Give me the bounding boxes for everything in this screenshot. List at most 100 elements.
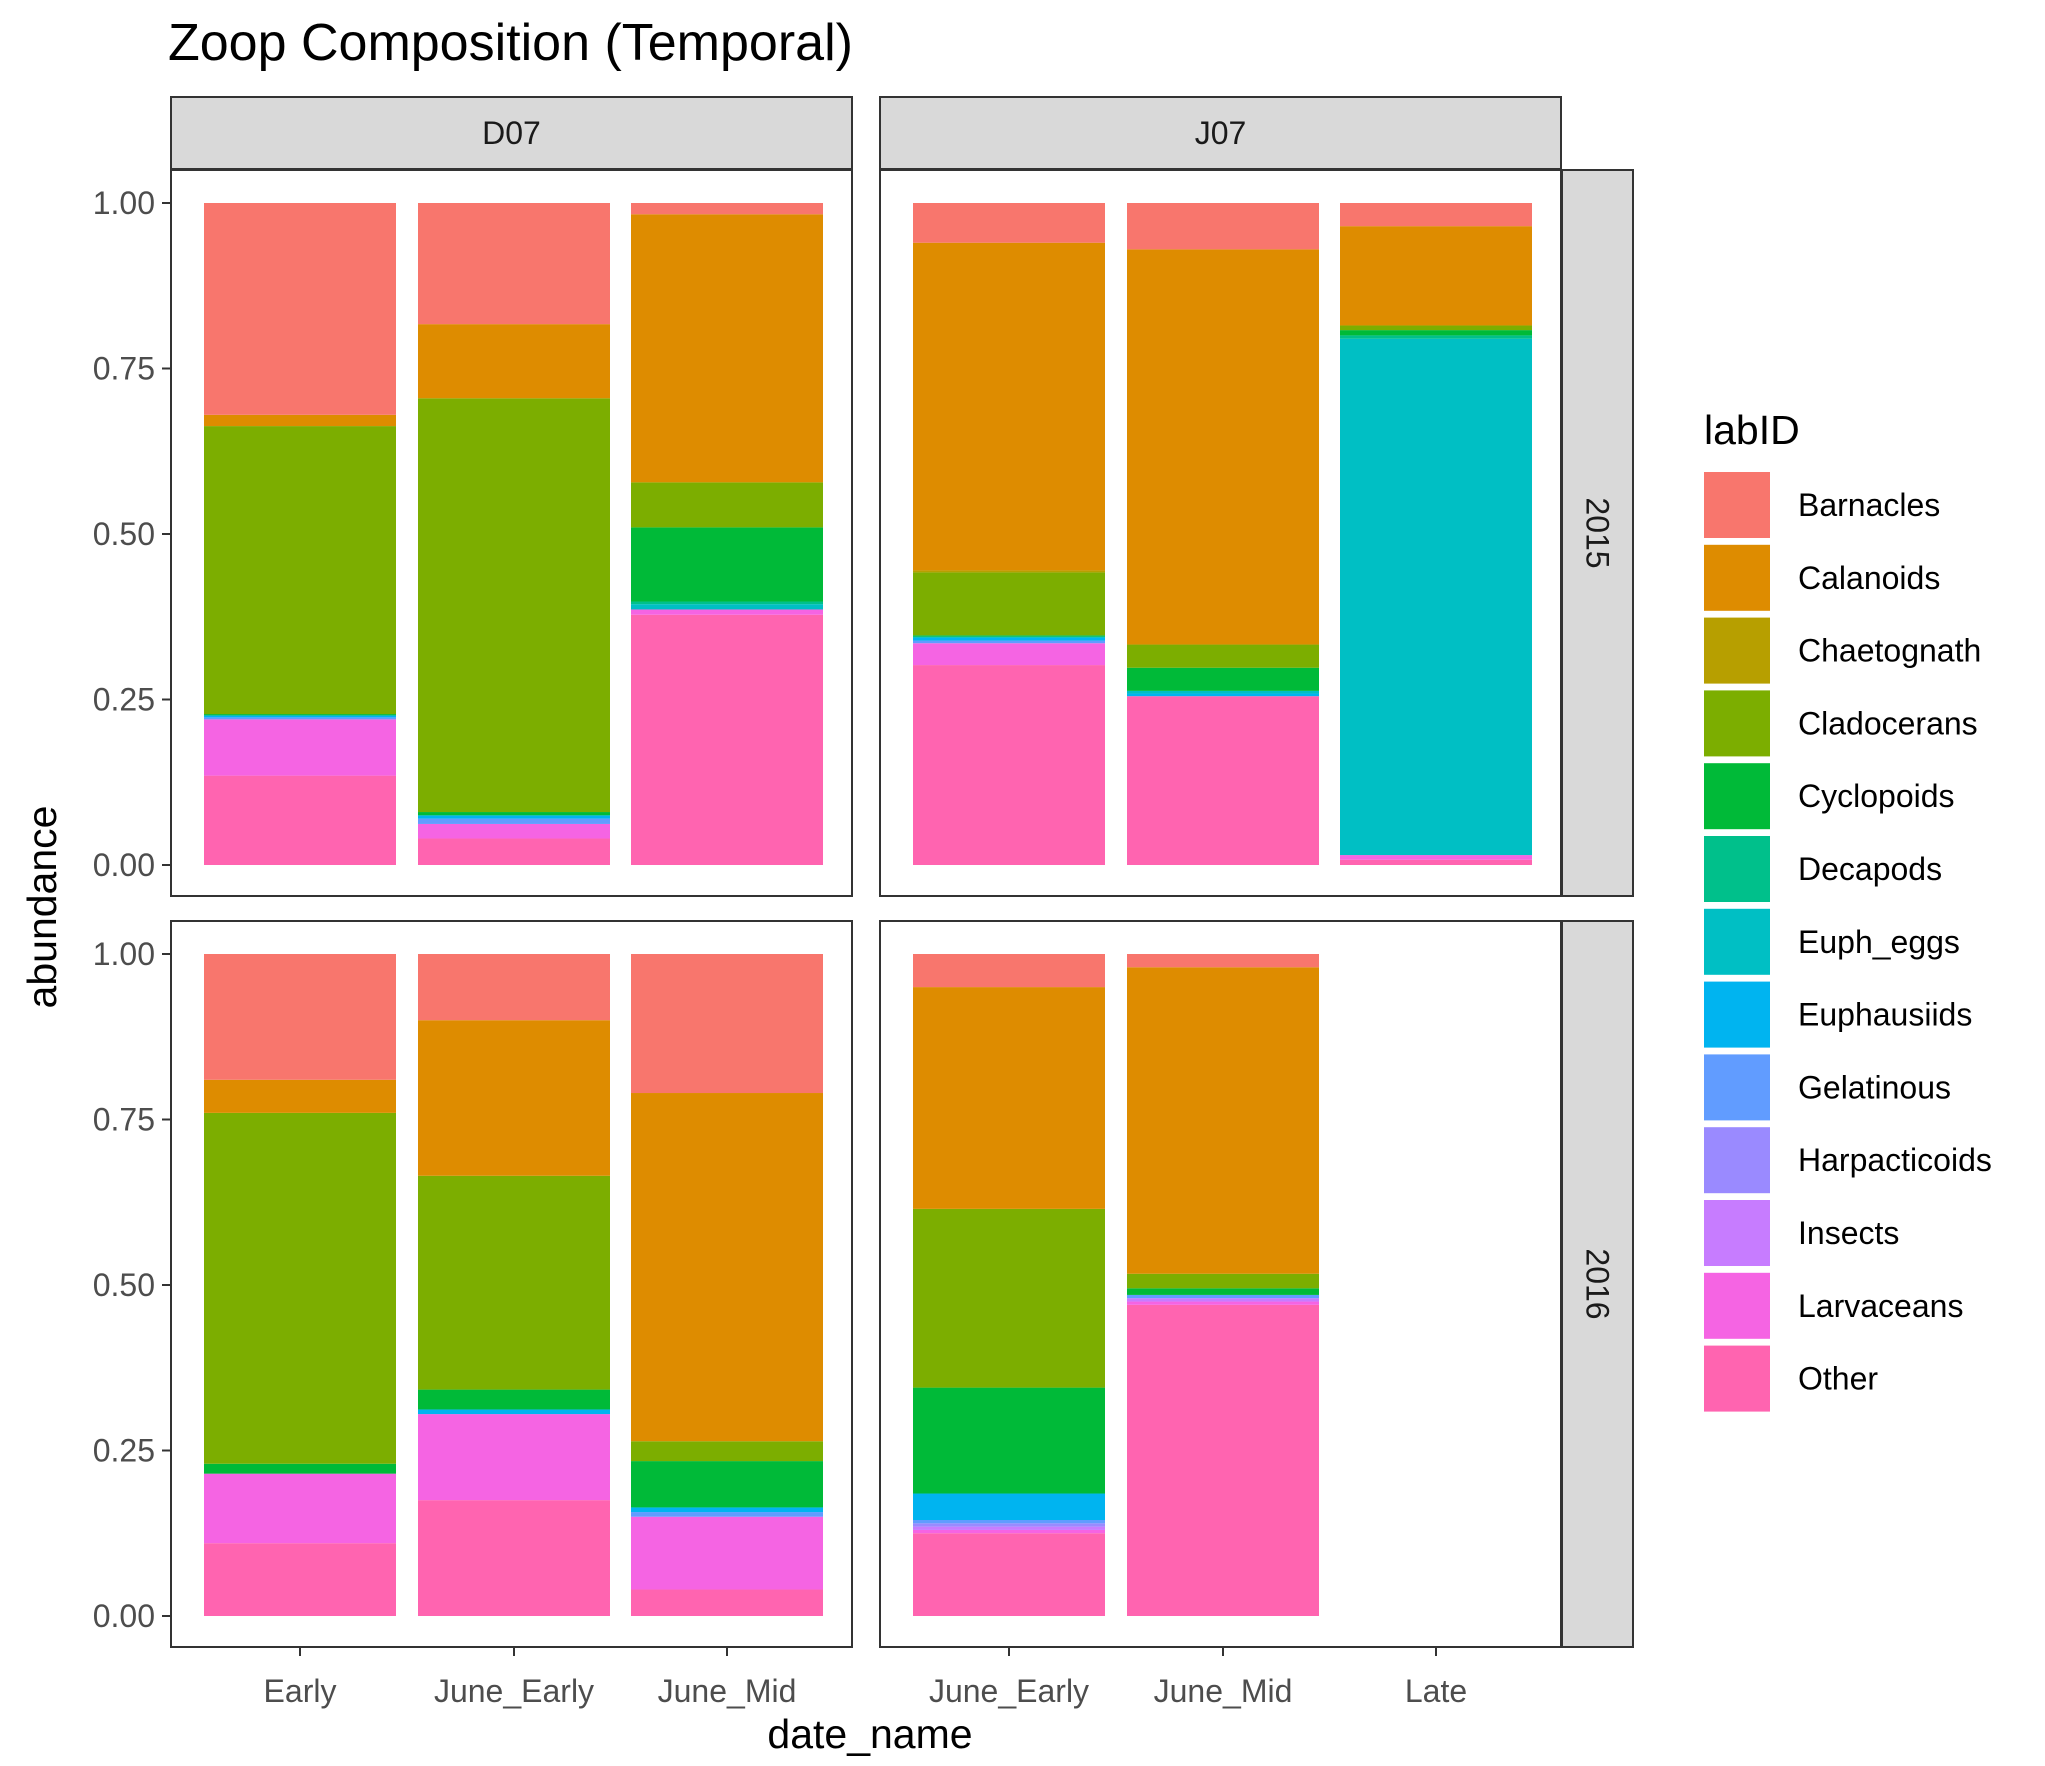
bar-segment-gelatinous xyxy=(913,640,1105,644)
bar-segment-chaetognath xyxy=(913,570,1105,573)
bar-segment-other xyxy=(1127,1304,1319,1616)
bar-segment-euphausiids xyxy=(913,637,1105,641)
strip-background xyxy=(170,96,853,170)
x-tick-label: June_Early xyxy=(434,1673,594,1709)
x-axis-title: date_name xyxy=(767,1711,972,1757)
bar-segment-other xyxy=(913,1533,1105,1616)
bar-segment-barnacles xyxy=(631,954,823,1094)
bar-segment-euphausiids xyxy=(204,715,396,718)
legend-label: Euph_eggs xyxy=(1798,924,1960,960)
bar-segment-cyclopoids xyxy=(204,1463,396,1474)
legend-swatch xyxy=(1704,836,1770,902)
bar-segment-calanoids xyxy=(1127,249,1319,645)
bar-segment-other xyxy=(204,775,396,865)
panel-j07-2015 xyxy=(879,169,1562,897)
bar-segment-barnacles xyxy=(204,954,396,1080)
x-tick-label: June_Mid xyxy=(658,1673,797,1709)
y-tick-label: 0.75 xyxy=(93,1102,155,1138)
bar-segment-euphausiids xyxy=(913,1493,1105,1521)
strip-2016: 2016 xyxy=(1561,920,1634,1648)
bar-segment-cyclopoids xyxy=(913,635,1105,637)
bar-segment-larvaceans xyxy=(631,1516,823,1590)
legend-label: Cyclopoids xyxy=(1798,778,1955,814)
legend-swatch xyxy=(1704,1127,1770,1194)
bar-late xyxy=(1340,203,1532,865)
strip-label: J07 xyxy=(1195,115,1247,151)
panel-j07-2016 xyxy=(879,920,1562,1648)
panel-border xyxy=(879,169,1562,897)
legend-item-euphausiids: Euphausiids xyxy=(1704,981,1972,1048)
x-tick-label: Late xyxy=(1405,1673,1467,1709)
bar-segment-barnacles xyxy=(1127,203,1319,250)
bar-segment-cladocerans xyxy=(913,1208,1105,1388)
bar-segment-larvaceans xyxy=(913,643,1105,666)
legend-title: labID xyxy=(1704,407,1800,453)
bar-segment-cladocerans xyxy=(418,1175,610,1390)
bar-segment-cladocerans xyxy=(1340,325,1532,331)
legend-item-other: Other xyxy=(1704,1345,1878,1412)
y-tick-label: 0.25 xyxy=(93,682,155,718)
bar-segment-barnacles xyxy=(204,203,396,415)
bar-segment-calanoids xyxy=(631,214,823,483)
bar-segment-cyclopoids xyxy=(631,527,823,602)
bar-segment-euphausiids xyxy=(631,1507,823,1513)
bar-segment-larvaceans xyxy=(1127,1301,1319,1305)
legend-item-cyclopoids: Cyclopoids xyxy=(1704,763,1955,830)
legend-item-cladocerans: Cladocerans xyxy=(1704,690,1978,757)
bar-segment-larvaceans xyxy=(204,719,396,776)
legend-swatch xyxy=(1704,1345,1770,1412)
legend: Barnacles Calanoids Chaetognath Cladocerans… xyxy=(1704,472,1992,1412)
legend-label: Harpacticoids xyxy=(1798,1142,1992,1178)
bar-segment-gelatinous xyxy=(631,1512,823,1517)
bar-segment-cyclopoids xyxy=(631,1461,823,1508)
legend-swatch xyxy=(1704,544,1770,611)
bar-segment-euph-eggs xyxy=(1127,690,1319,694)
bar-segment-euphausiids xyxy=(418,815,610,819)
bar-segment-larvaceans xyxy=(418,1414,610,1501)
panel-border xyxy=(879,920,1562,1648)
y-tick-label: 0.25 xyxy=(93,1433,155,1469)
legend-swatch xyxy=(1704,690,1770,757)
legend-item-barnacles: Barnacles xyxy=(1704,472,1940,538)
legend-label: Insects xyxy=(1798,1215,1899,1251)
bar-segment-barnacles xyxy=(418,203,610,325)
y-axis-2016: 0.00 0.25 0.50 0.75 1.00 xyxy=(93,936,171,1634)
bar-segment-calanoids xyxy=(418,324,610,399)
legend-swatch xyxy=(1704,981,1770,1048)
strip-label: 2015 xyxy=(1580,497,1616,568)
legend-swatch xyxy=(1704,472,1770,538)
bar-segment-calanoids xyxy=(631,1093,823,1442)
legend-label: Cladocerans xyxy=(1798,705,1978,741)
panel-d07-2016 xyxy=(170,920,853,1648)
bar-segment-cyclopoids xyxy=(1340,330,1532,336)
legend-swatch xyxy=(1704,763,1770,830)
bar-segment-cladocerans xyxy=(631,482,823,528)
bar-segment-barnacles xyxy=(631,203,823,215)
bar-segment-gelatinous xyxy=(418,818,610,824)
bar-segment-calanoids xyxy=(1340,226,1532,326)
bar-june-mid xyxy=(631,203,823,865)
y-tick-label: 1.00 xyxy=(93,185,155,221)
panel-d07-2015 xyxy=(170,169,853,897)
legend-item-insects: Insects xyxy=(1704,1200,1899,1266)
legend-label: Calanoids xyxy=(1798,560,1940,596)
legend-swatch xyxy=(1704,1200,1770,1266)
bar-segment-larvaceans xyxy=(204,1473,396,1544)
bar-june-mid xyxy=(1127,203,1319,865)
bar-segment-other xyxy=(1340,859,1532,865)
strip-2015: 2015 xyxy=(1561,169,1634,897)
x-tick-label: June_Early xyxy=(929,1673,1089,1709)
legend-label: Decapods xyxy=(1798,851,1942,887)
bar-june-mid xyxy=(1127,954,1319,1616)
legend-label: Barnacles xyxy=(1798,487,1940,523)
legend-item-harpacticoids: Harpacticoids xyxy=(1704,1127,1992,1194)
y-tick-label: 0.00 xyxy=(93,847,155,883)
bar-segment-cyclopoids xyxy=(1127,667,1319,691)
strip-d07: D07 xyxy=(170,96,853,170)
bar-segment-cyclopoids xyxy=(204,714,396,716)
legend-item-calanoids: Calanoids xyxy=(1704,544,1940,611)
strip-background xyxy=(1561,169,1634,897)
legend-item-gelatinous: Gelatinous xyxy=(1704,1054,1951,1121)
